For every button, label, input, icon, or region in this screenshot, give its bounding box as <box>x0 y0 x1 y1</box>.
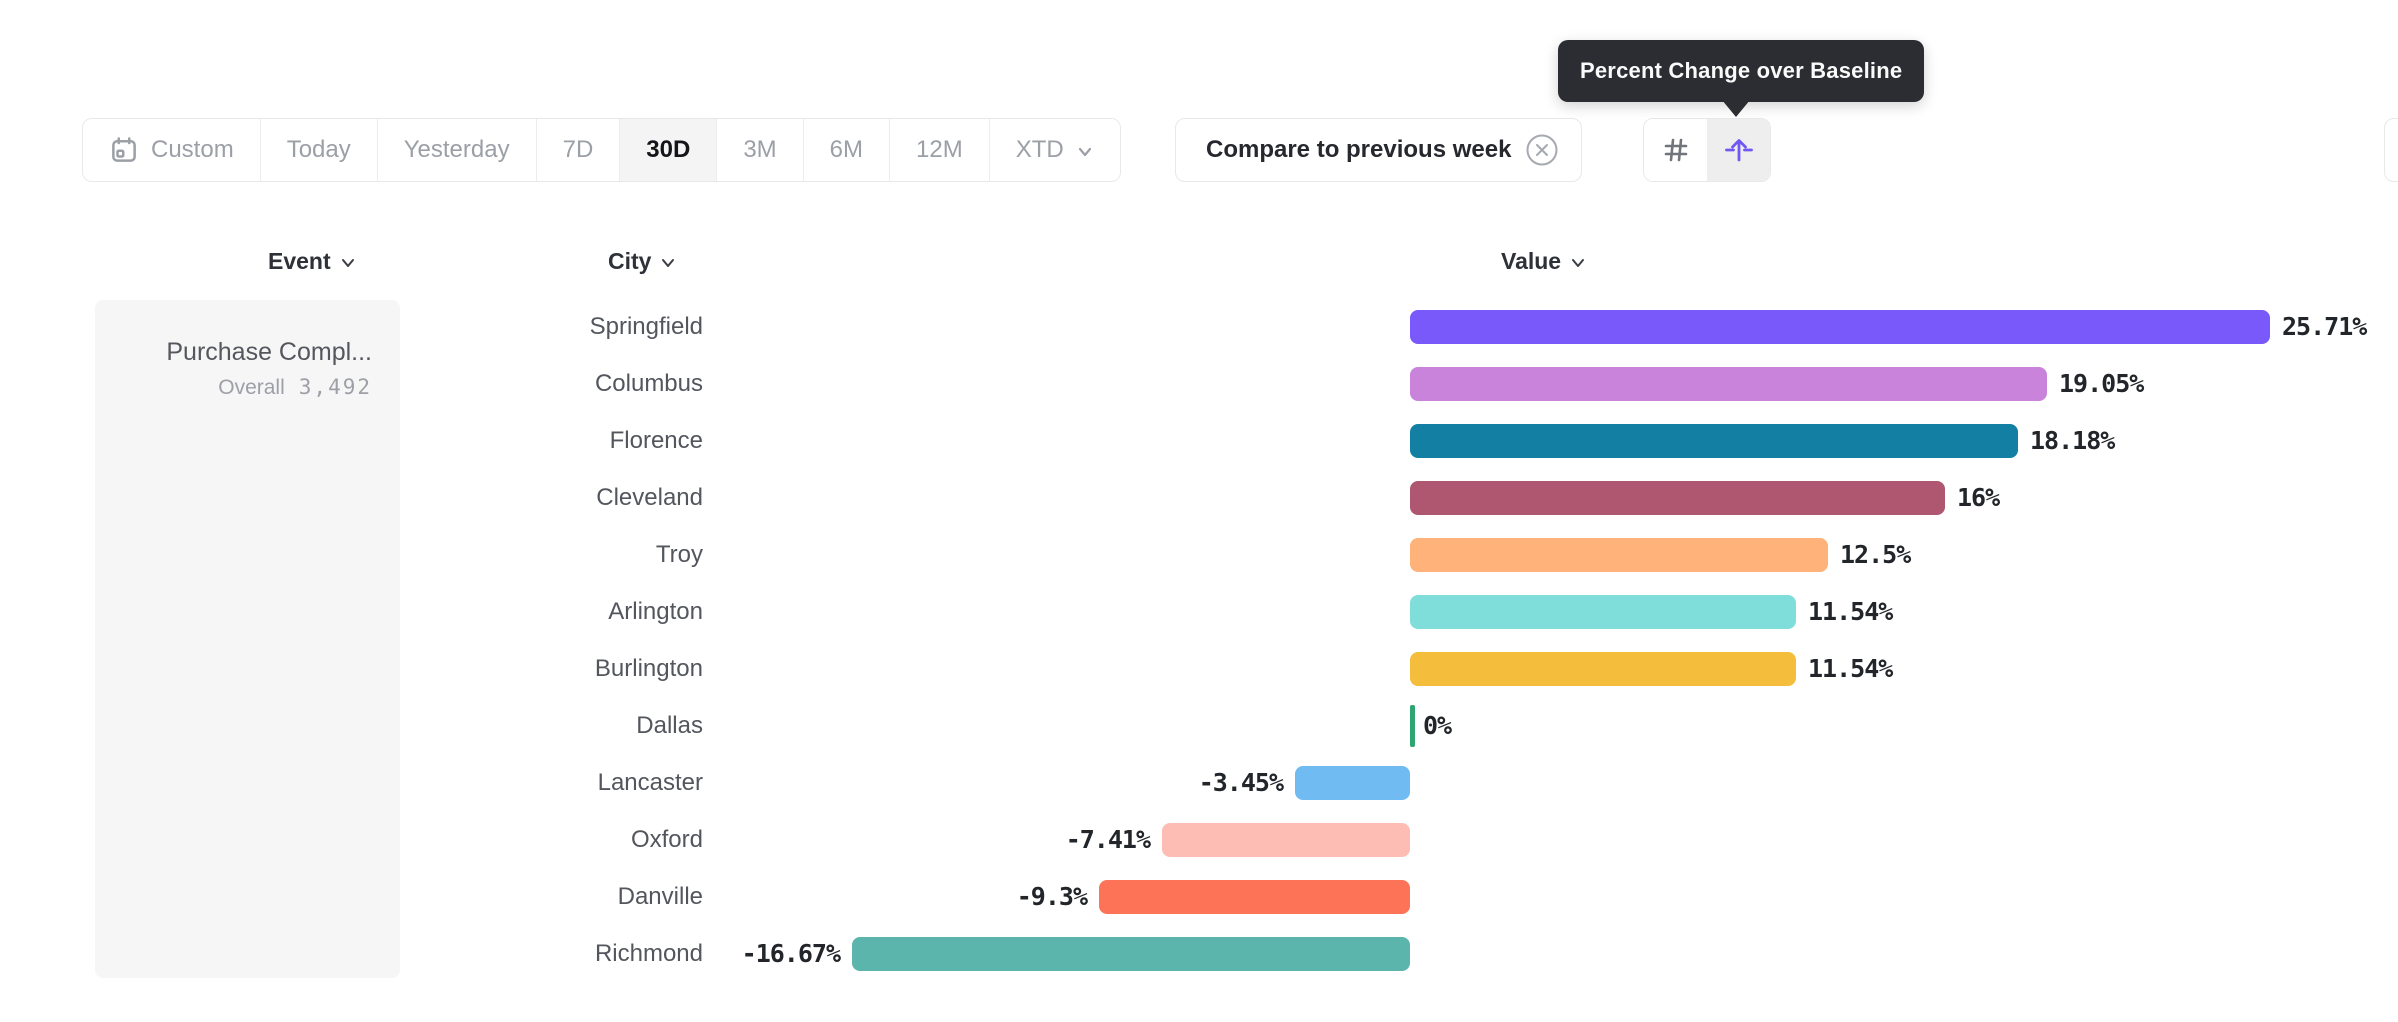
bar-value-label: -3.45% <box>1198 768 1284 797</box>
date-range-toolbar: Custom Today Yesterday 7D 30D 3M 6M 12M … <box>82 118 1121 182</box>
city-label: Richmond <box>594 940 703 967</box>
bar[interactable] <box>1162 823 1410 857</box>
bar[interactable] <box>852 937 1410 971</box>
bar[interactable] <box>1410 367 2047 401</box>
overall-value: 3,492 <box>298 375 372 399</box>
percent-change-view-button[interactable] <box>1707 119 1770 181</box>
date-range-custom-button[interactable]: Custom <box>83 119 260 181</box>
city-label: Lancaster <box>597 769 703 796</box>
column-header-event[interactable]: Event <box>268 246 357 276</box>
bar-value-label: -9.3% <box>1016 882 1088 911</box>
calendar-icon <box>109 135 139 165</box>
tooltip-caret <box>1722 100 1750 117</box>
city-label: Danville <box>617 883 703 910</box>
chevron-down-icon <box>339 250 357 272</box>
city-label: Dallas <box>636 712 703 739</box>
number-view-button[interactable] <box>1644 119 1707 181</box>
event-name[interactable]: Purchase Compl... <box>166 338 372 366</box>
city-label: Oxford <box>630 826 703 853</box>
bar[interactable] <box>1099 880 1410 914</box>
bar[interactable] <box>1410 538 1828 572</box>
bar-value-label: 18.18% <box>2030 426 2115 455</box>
partial-button-right-edge[interactable] <box>2384 118 2398 182</box>
tooltip-text: Percent Change over Baseline <box>1580 58 1903 83</box>
city-label: Cleveland <box>596 484 703 511</box>
city-label: Springfield <box>589 313 703 340</box>
bar[interactable] <box>1410 424 2018 458</box>
bar-value-label: 11.54% <box>1808 654 1893 683</box>
column-header-value[interactable]: Value <box>1501 246 1587 276</box>
bar-value-label: -16.67% <box>741 939 841 968</box>
chevron-down-icon <box>659 250 677 272</box>
date-range-3m-button[interactable]: 3M <box>716 119 803 181</box>
date-range-custom-label: Custom <box>151 136 234 163</box>
hash-icon <box>1662 136 1690 164</box>
date-range-7d-button[interactable]: 7D <box>535 119 620 181</box>
city-label: Troy <box>655 541 703 568</box>
comparison-filter-label: Compare to previous week <box>1206 136 1512 163</box>
date-range-6m-button[interactable]: 6M <box>802 119 889 181</box>
bar-value-label: 11.54% <box>1808 597 1893 626</box>
date-range-30d-button[interactable]: 30D <box>619 119 717 181</box>
comparison-filter-pill[interactable]: Compare to previous week <box>1175 118 1583 182</box>
bar[interactable] <box>1295 766 1410 800</box>
overall-label: Overall <box>218 376 285 399</box>
chevron-down-icon <box>1569 250 1587 272</box>
bar-value-label: 0% <box>1423 711 1452 740</box>
city-label: Arlington <box>608 598 703 625</box>
date-range-yesterday-button[interactable]: Yesterday <box>376 119 536 181</box>
bar-value-label: -7.41% <box>1065 825 1151 854</box>
city-label: Burlington <box>594 655 703 682</box>
city-label: Florence <box>609 427 703 454</box>
bar-value-label: 12.5% <box>1840 540 1911 569</box>
circle-x-icon[interactable] <box>1525 133 1559 167</box>
zero-baseline-tick[interactable] <box>1410 705 1415 747</box>
date-range-today-button[interactable]: Today <box>259 119 377 181</box>
bar[interactable] <box>1410 652 1796 686</box>
date-range-12m-button[interactable]: 12M <box>889 119 989 181</box>
bar-value-label: 25.71% <box>2282 312 2367 341</box>
view-toggle-group <box>1643 118 1771 182</box>
bar[interactable] <box>1410 481 1945 515</box>
baseline-arrow-up-icon <box>1724 135 1754 165</box>
bar[interactable] <box>1410 310 2270 344</box>
chevron-down-icon <box>1076 139 1094 161</box>
city-label: Columbus <box>594 370 703 397</box>
column-header-city[interactable]: City <box>608 246 677 276</box>
event-panel: Purchase Compl... Overall 3,492 <box>95 300 400 978</box>
event-overall-row: Overall 3,492 <box>95 375 400 400</box>
tooltip: Percent Change over Baseline <box>1558 40 1925 102</box>
bar-value-label: 19.05% <box>2059 369 2144 398</box>
date-range-xtd-button[interactable]: XTD <box>988 119 1120 181</box>
bar-value-label: 16% <box>1957 483 2000 512</box>
bar[interactable] <box>1410 595 1796 629</box>
